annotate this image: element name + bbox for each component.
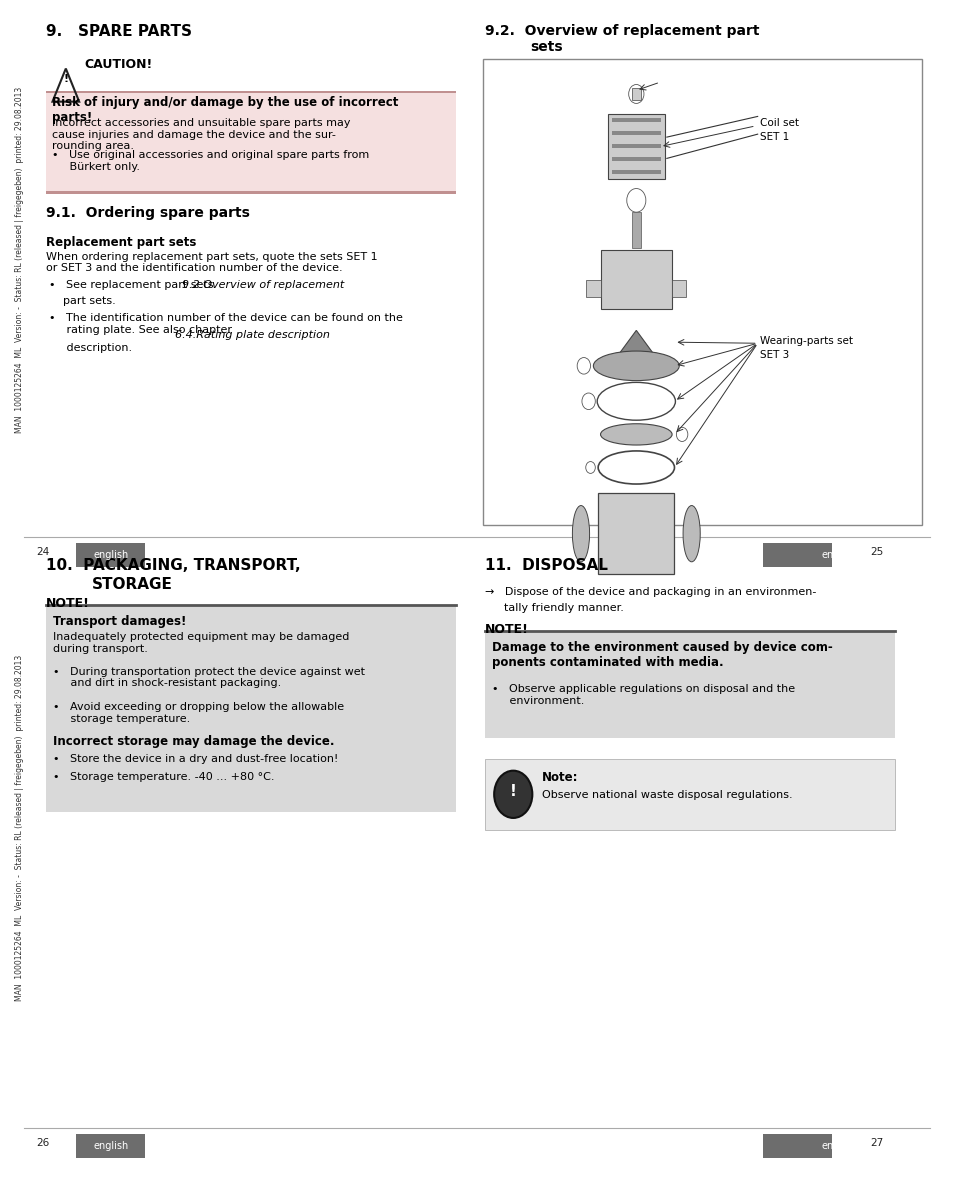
Bar bbox=[585, 280, 600, 298]
Ellipse shape bbox=[593, 351, 679, 381]
Text: english: english bbox=[821, 1141, 856, 1151]
Bar bbox=[484, 631, 894, 738]
Text: Incorrect storage may damage the device.: Incorrect storage may damage the device. bbox=[53, 735, 335, 748]
Bar bbox=[611, 144, 660, 148]
Ellipse shape bbox=[572, 506, 589, 561]
Text: 25: 25 bbox=[869, 546, 882, 557]
Ellipse shape bbox=[600, 424, 671, 446]
Text: 11.  DISPOSAL: 11. DISPOSAL bbox=[484, 558, 607, 573]
Text: english: english bbox=[821, 550, 856, 560]
Text: 9.2.  Overview of replacement part: 9.2. Overview of replacement part bbox=[484, 24, 759, 38]
Bar bbox=[631, 213, 640, 248]
Text: When ordering replacement part sets, quote the sets SET 1
or SET 3 and the ident: When ordering replacement part sets, quo… bbox=[46, 252, 377, 273]
Text: NOTE!: NOTE! bbox=[484, 623, 528, 636]
Bar bbox=[607, 115, 664, 180]
Text: tally friendly manner.: tally friendly manner. bbox=[503, 603, 623, 612]
Text: 10.  PACKAGING, TRANSPORT,: 10. PACKAGING, TRANSPORT, bbox=[46, 558, 300, 573]
Text: Inadequately protected equipment may be damaged
during transport.: Inadequately protected equipment may be … bbox=[53, 632, 350, 654]
Text: english: english bbox=[93, 1141, 128, 1151]
Text: →   Dispose of the device and packaging in an environmen-: → Dispose of the device and packaging in… bbox=[484, 587, 815, 597]
Bar bbox=[600, 251, 671, 310]
Text: 27: 27 bbox=[869, 1137, 882, 1148]
Text: SET 3: SET 3 bbox=[759, 350, 788, 361]
Bar bbox=[46, 191, 456, 194]
Bar bbox=[46, 91, 456, 93]
Text: 9.2.Overview of replacement: 9.2.Overview of replacement bbox=[49, 280, 343, 290]
Bar bbox=[671, 280, 686, 298]
Text: •   See replacement part sets: • See replacement part sets bbox=[49, 280, 216, 290]
Text: MAN  1000125264  ML  Version: -  Status: RL (released | freigegeben)  printed: 2: MAN 1000125264 ML Version: - Status: RL … bbox=[14, 655, 24, 1000]
Text: Risk of injury and/or damage by the use of incorrect
parts!: Risk of injury and/or damage by the use … bbox=[51, 96, 397, 124]
Text: •   The identification number of the device can be found on the
     rating plat: • The identification number of the devic… bbox=[49, 313, 402, 335]
Bar bbox=[762, 1135, 831, 1158]
Text: •   Store the device in a dry and dust-free location!: • Store the device in a dry and dust-fre… bbox=[53, 754, 338, 764]
Text: •   During transportation protect the device against wet
     and dirt in shock-: • During transportation protect the devi… bbox=[53, 667, 365, 688]
Bar bbox=[46, 93, 456, 191]
Bar bbox=[631, 89, 640, 100]
Circle shape bbox=[494, 771, 532, 818]
Text: Coil set: Coil set bbox=[759, 117, 798, 128]
Text: •   Avoid exceeding or dropping below the allowable
     storage temperature.: • Avoid exceeding or dropping below the … bbox=[53, 702, 344, 723]
Text: 26: 26 bbox=[36, 1137, 50, 1148]
Bar bbox=[598, 494, 674, 574]
Bar bbox=[482, 59, 921, 525]
Text: english: english bbox=[93, 550, 128, 560]
Text: STORAGE: STORAGE bbox=[91, 577, 172, 592]
Polygon shape bbox=[617, 331, 655, 357]
Text: Replacement part sets: Replacement part sets bbox=[46, 236, 196, 249]
Text: •   Storage temperature. -40 ... +80 °C.: • Storage temperature. -40 ... +80 °C. bbox=[53, 772, 274, 781]
Text: sets: sets bbox=[530, 40, 562, 54]
Text: 6.4.Rating plate description: 6.4.Rating plate description bbox=[49, 330, 329, 339]
Text: part sets.: part sets. bbox=[49, 296, 115, 305]
Bar bbox=[76, 544, 145, 567]
Text: •   Observe applicable regulations on disposal and the
     environment.: • Observe applicable regulations on disp… bbox=[492, 684, 795, 706]
Bar bbox=[611, 118, 660, 122]
Bar bbox=[762, 544, 831, 567]
Text: NOTE!: NOTE! bbox=[46, 597, 90, 610]
Bar bbox=[611, 131, 660, 135]
Bar bbox=[76, 1135, 145, 1158]
Text: Transport damages!: Transport damages! bbox=[53, 615, 187, 628]
Text: 9.1.  Ordering spare parts: 9.1. Ordering spare parts bbox=[46, 206, 250, 220]
Bar bbox=[611, 170, 660, 174]
Text: 9.   SPARE PARTS: 9. SPARE PARTS bbox=[46, 24, 192, 39]
Text: Wearing-parts set: Wearing-parts set bbox=[759, 336, 852, 346]
Text: Incorrect accessories and unsuitable spare parts may
cause injuries and damage t: Incorrect accessories and unsuitable spa… bbox=[51, 118, 350, 151]
Text: MAN  1000125264  ML  Version: -  Status: RL (released | freigegeben)  printed: 2: MAN 1000125264 ML Version: - Status: RL … bbox=[14, 87, 24, 433]
Text: !: ! bbox=[63, 74, 69, 84]
Text: 24: 24 bbox=[36, 546, 50, 557]
Text: SET 1: SET 1 bbox=[759, 131, 788, 142]
Text: •   Use original accessories and original spare parts from
     Bürkert only.: • Use original accessories and original … bbox=[51, 150, 369, 171]
Text: CAUTION!: CAUTION! bbox=[84, 58, 152, 71]
Text: Note:: Note: bbox=[541, 771, 578, 784]
Text: Observe national waste disposal regulations.: Observe national waste disposal regulati… bbox=[541, 790, 792, 799]
Ellipse shape bbox=[682, 506, 700, 561]
Bar bbox=[46, 605, 456, 812]
Text: !: ! bbox=[509, 784, 517, 799]
Text: description.: description. bbox=[49, 343, 132, 352]
Text: Damage to the environment caused by device com-
ponents contaminated with media.: Damage to the environment caused by devi… bbox=[492, 641, 832, 669]
Bar bbox=[484, 759, 894, 830]
Bar bbox=[611, 157, 660, 161]
